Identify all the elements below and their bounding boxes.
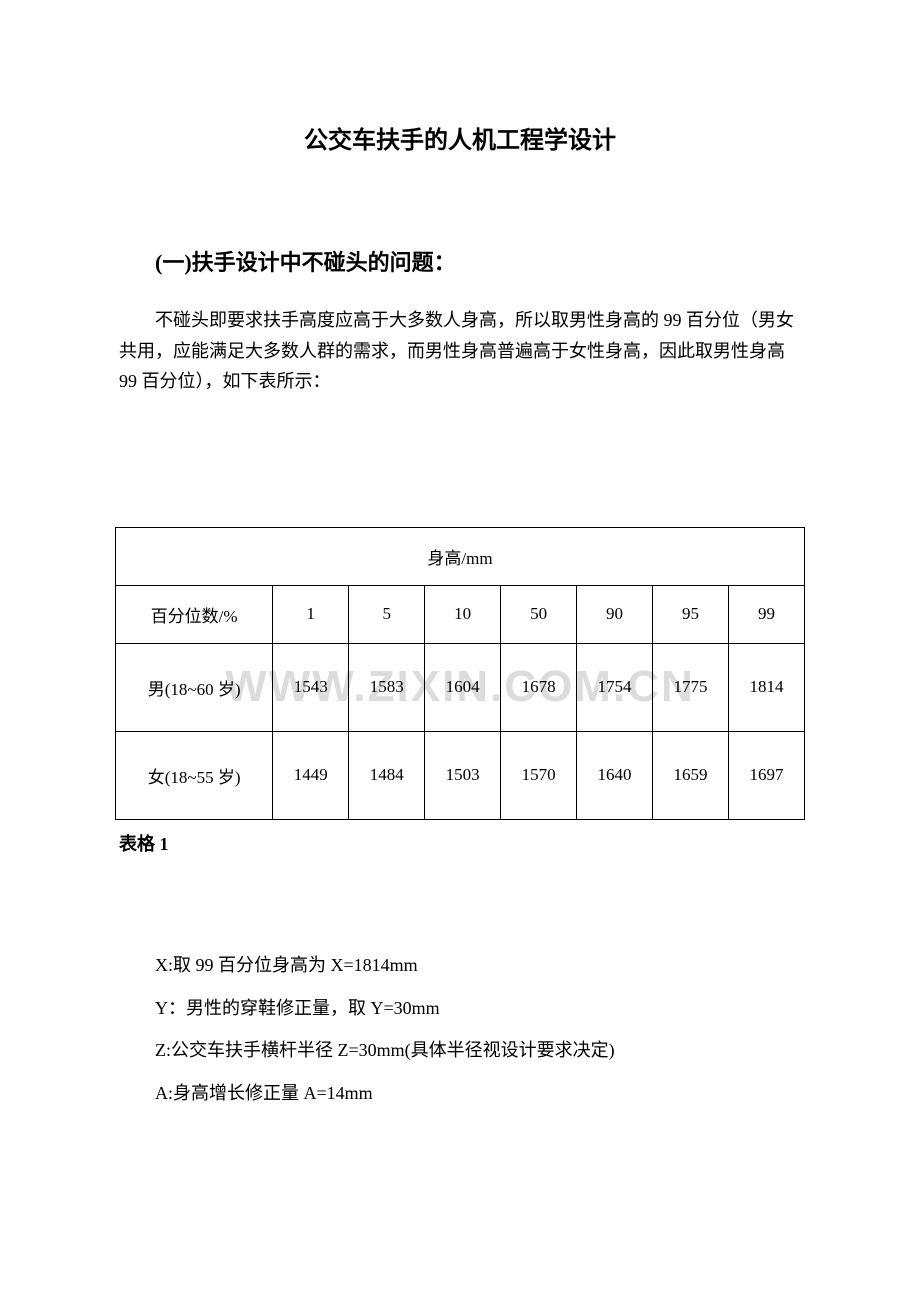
section-heading: (一)扶手设计中不碰头的问题： [115,245,805,277]
table-caption: 表格 1 [115,830,805,856]
definition-z: Z:公交车扶手横杆半径 Z=30mm(具体半径视设计要求决定) [155,1036,805,1065]
table-cell: 1570 [501,731,577,819]
table-cell: 1583 [349,643,425,731]
percentile-header: 95 [653,585,729,643]
percentile-header: 90 [577,585,653,643]
height-table: 身高/mm 百分位数/% 1 5 10 50 90 95 99 男(18~60 … [115,527,805,820]
table-cell: 1775 [653,643,729,731]
definition-y: Y：男性的穿鞋修正量，取 Y=30mm [155,994,805,1023]
table-cell: 1659 [653,731,729,819]
table-cell: 1604 [425,643,501,731]
table-cell: 1484 [349,731,425,819]
table-cell: 1814 [728,643,804,731]
header-label: 百分位数/% [116,585,273,643]
table-cell: 1678 [501,643,577,731]
table-cell: 1697 [728,731,804,819]
percentile-header: 1 [273,585,349,643]
percentile-header: 5 [349,585,425,643]
document-title: 公交车扶手的人机工程学设计 [115,120,805,155]
section-paragraph: 不碰头即要求扶手高度应高于大多数人身高，所以取男性身高的 99 百分位（男女共用… [115,305,805,397]
table-cell: 1754 [577,643,653,731]
percentile-header: 10 [425,585,501,643]
row-label-male: 男(18~60 岁) [116,643,273,731]
definition-x: X:取 99 百分位身高为 X=1814mm [155,951,805,980]
table-cell: 1449 [273,731,349,819]
definition-a: A:身高增长修正量 A=14mm [155,1079,805,1108]
table-cell: 1640 [577,731,653,819]
table-title-cell: 身高/mm [116,527,805,585]
definitions-block: X:取 99 百分位身高为 X=1814mm Y：男性的穿鞋修正量，取 Y=30… [115,951,805,1108]
percentile-header: 50 [501,585,577,643]
table-container: WWW.ZIXIN.COM.CN 身高/mm 百分位数/% 1 5 10 50 … [115,527,805,856]
table-cell: 1503 [425,731,501,819]
percentile-header: 99 [728,585,804,643]
row-label-female: 女(18~55 岁) [116,731,273,819]
table-cell: 1543 [273,643,349,731]
